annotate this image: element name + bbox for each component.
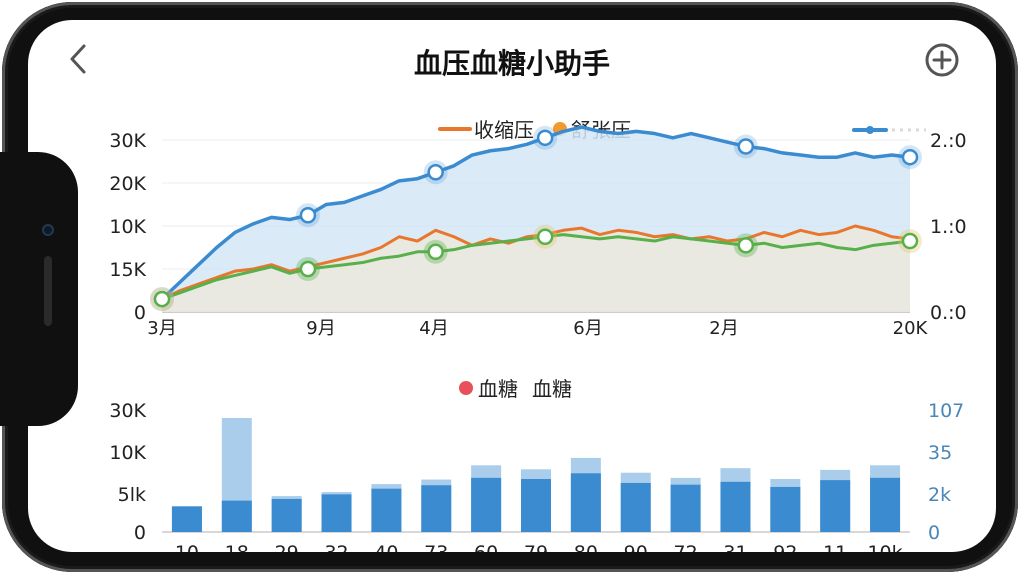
- add-button[interactable]: [924, 42, 960, 78]
- bg-bar-dark: [321, 494, 352, 532]
- bp-trend-marker: [427, 164, 444, 181]
- bp-x-label: 4月: [419, 318, 448, 339]
- bg-bar-dark: [720, 481, 751, 532]
- bp-systolic-area: [162, 226, 910, 312]
- bp-right-tick: 2.:0: [930, 130, 967, 152]
- bg-x-label: 18: [225, 542, 249, 552]
- legend-label-glucose-2: 血糖: [532, 377, 572, 401]
- bg-x-label: 40: [374, 542, 398, 552]
- bg-bar-dark: [271, 498, 302, 532]
- bg-x-label: 72: [674, 542, 698, 552]
- bg-x-label: 90: [624, 542, 648, 552]
- bg-bar-dark: [221, 500, 252, 532]
- bg-bar-dark: [820, 480, 851, 532]
- bg-x-label: 60: [474, 542, 498, 552]
- bp-trend-marker: [536, 129, 554, 147]
- bg-x-label: 31: [723, 542, 747, 552]
- chevron-left-icon: [70, 44, 86, 74]
- bp-x-label: 3月: [147, 318, 176, 339]
- bp-systolic-line: [161, 224, 911, 301]
- bp-diastolic-line: [161, 233, 911, 301]
- bg-bar-dark: [521, 478, 551, 532]
- bg-x-label: 10: [175, 542, 199, 552]
- bg-x-label: 11: [823, 542, 847, 552]
- bp-diastolic-marker: [299, 260, 317, 278]
- bp-diastolic-marker: [427, 243, 444, 261]
- bp-x-label: 2月: [709, 318, 738, 339]
- bg-x-label: 79: [524, 542, 548, 552]
- bp-left-tick: 30K: [109, 130, 146, 152]
- bg-x-label: 10k: [867, 542, 902, 552]
- phone-notch: [0, 152, 78, 426]
- bp-diastolic-marker: [153, 290, 171, 308]
- bg-x-label: 29: [275, 542, 299, 552]
- bp-diastolic-marker: [737, 237, 755, 254]
- bp-trend-marker: [901, 148, 919, 166]
- bg-bar-dark: [421, 485, 452, 532]
- bg-legend: 血糖 血糖: [459, 377, 572, 401]
- earpiece-speaker: [44, 256, 52, 326]
- bg-left-tick: 30K: [109, 400, 146, 422]
- bg-right-tick: 35: [928, 442, 952, 464]
- bg-left-tick: 5lk: [118, 484, 146, 506]
- bg-x-label: 92: [773, 542, 797, 552]
- bg-bar-dark: [471, 477, 502, 532]
- page-title: 血压血糖小助手: [413, 47, 610, 80]
- bp-diastolic-marker: [901, 232, 919, 250]
- bp-left-tick: 15K: [109, 259, 146, 281]
- bg-x-label: 32: [324, 542, 348, 552]
- bg-right-tick: 2k: [928, 484, 951, 506]
- plus-circle-icon: [925, 43, 959, 77]
- legend-dot-trend: [866, 126, 874, 134]
- bp-trend-line: [160, 125, 911, 301]
- front-camera: [42, 224, 54, 236]
- bg-bar-dark: [371, 488, 402, 532]
- bg-x-label: 73: [424, 542, 448, 552]
- top-bar: 血压血糖小助手: [28, 20, 996, 100]
- bg-x-label: 80: [574, 542, 598, 552]
- bg-left-tick: 0: [134, 522, 146, 544]
- bp-x-label: 6月: [573, 318, 602, 339]
- bp-left-tick: 0: [134, 302, 146, 324]
- app-screen: 血压血糖小助手 收缩压 舒张压 30K 20K 10K 15K 0 2.:0 1.:0 0.:0 3…: [28, 20, 996, 552]
- bp-left-tick: 20K: [109, 173, 146, 195]
- bp-left-tick: 10K: [109, 216, 146, 238]
- bp-x-label: 9月: [306, 318, 335, 339]
- bp-x-label: 20K: [893, 318, 929, 339]
- bg-bar-dark: [171, 506, 202, 532]
- bp-diastolic-marker: [536, 228, 554, 245]
- legend-label-glucose: 血糖: [478, 377, 518, 401]
- bp-trend-marker: [299, 207, 317, 224]
- bg-bar-dark: [670, 484, 701, 532]
- bg-bar-dark: [570, 473, 601, 532]
- legend-dot-glucose: [459, 381, 473, 395]
- bg-bar-dark: [770, 486, 801, 532]
- bg-left-tick: 10K: [109, 442, 146, 464]
- back-button[interactable]: [62, 42, 96, 76]
- bg-bar-dark: [620, 482, 651, 532]
- bp-right-tick: 0.:0: [930, 302, 967, 324]
- bg-right-tick: 107: [928, 400, 964, 422]
- bg-right-tick: 0: [928, 522, 940, 544]
- bp-trend-marker: [737, 138, 755, 155]
- bp-right-tick: 1.:0: [930, 216, 967, 238]
- bg-bar-dark: [870, 477, 901, 532]
- legend-label-systolic: 收缩压: [474, 118, 534, 142]
